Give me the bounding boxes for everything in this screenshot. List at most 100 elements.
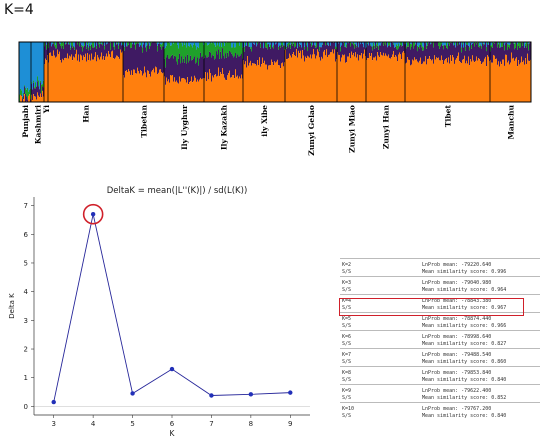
structure-segment	[340, 42, 342, 47]
structure-segment	[520, 47, 522, 63]
structure-segment	[321, 42, 323, 48]
structure-segment	[504, 42, 506, 46]
structure-segment	[267, 49, 269, 70]
similarity-score: Mean similarity score: 0.966	[422, 323, 507, 329]
structure-segment	[518, 42, 520, 46]
structure-segment	[449, 45, 451, 64]
structure-segment	[58, 54, 60, 102]
structure-segment	[48, 42, 50, 48]
structure-segment	[348, 43, 350, 57]
structure-segment	[508, 60, 510, 102]
structure-segment	[336, 42, 338, 48]
structure-segment	[246, 67, 248, 102]
structure-segment	[297, 48, 299, 58]
structure-segment	[43, 42, 45, 81]
population-label: Manchu	[507, 105, 516, 140]
structure-segment	[438, 45, 440, 58]
structure-segment	[423, 50, 425, 62]
structure-segment	[379, 57, 381, 102]
structure-segment	[489, 42, 491, 62]
y-axis-label: Delta K	[8, 293, 16, 319]
structure-segment	[30, 88, 32, 100]
structure-segment	[73, 46, 75, 57]
structure-segment	[304, 61, 306, 102]
structure-segment	[44, 64, 46, 102]
structure-segment	[91, 53, 93, 102]
structure-segment	[300, 44, 302, 51]
structure-segment	[448, 43, 450, 58]
population-label: Ily Uyghur	[180, 104, 189, 150]
structure-segment	[51, 46, 53, 56]
structure-segment	[26, 42, 28, 90]
structure-segment	[375, 42, 377, 57]
k-label: K=7	[342, 352, 352, 358]
structure-segment	[501, 42, 503, 47]
structure-segment	[474, 42, 476, 47]
structure-segment	[518, 45, 520, 61]
structure-segment	[425, 43, 427, 57]
structure-segment	[122, 42, 124, 45]
structure-segment	[192, 47, 194, 60]
structure-segment	[130, 48, 132, 75]
structure-segment	[283, 66, 285, 102]
structure-segment	[136, 73, 138, 102]
structure-segment	[443, 49, 445, 65]
population-label: ily Xibe	[260, 105, 269, 137]
structure-segment	[338, 42, 340, 44]
structure-segment	[468, 42, 470, 46]
structure-segment	[99, 42, 101, 44]
structure-segment	[473, 60, 475, 102]
structure-segment	[198, 65, 200, 82]
structure-segment	[420, 42, 422, 45]
structure-segment	[453, 57, 455, 102]
structure-segment	[492, 47, 494, 63]
structure-segment	[240, 42, 242, 56]
structure-segment	[29, 94, 31, 102]
structure-segment	[190, 42, 192, 44]
structure-segment	[232, 47, 234, 56]
population-label: Ily Kazakh	[220, 105, 229, 151]
structure-segment	[129, 42, 131, 72]
structure-segment	[186, 47, 188, 64]
structure-segment	[141, 42, 143, 47]
structure-segment	[189, 82, 191, 102]
structure-segment	[336, 49, 338, 59]
structure-segment	[480, 44, 482, 46]
structure-segment	[326, 42, 328, 50]
lnprob-mean: LnProb mean: -78874.440	[422, 316, 492, 322]
structure-segment	[513, 57, 515, 102]
structure-segment	[498, 44, 500, 62]
structure-segment	[355, 42, 357, 45]
k-summary-row: K=5 LnProb mean: -78874.440 S/S Mean simila…	[340, 312, 540, 330]
ss-label: S/S	[342, 377, 352, 383]
structure-segment	[494, 43, 496, 56]
structure-segment	[144, 42, 146, 67]
structure-segment	[227, 42, 229, 53]
structure-segment	[278, 65, 280, 102]
structure-segment	[138, 42, 140, 44]
structure-segment	[229, 50, 231, 71]
structure-segment	[83, 55, 85, 102]
structure-segment	[29, 89, 31, 95]
structure-segment	[184, 42, 186, 45]
structure-segment	[38, 86, 40, 96]
structure-segment	[89, 43, 91, 46]
structure-segment	[64, 58, 66, 102]
structure-segment	[367, 58, 369, 102]
structure-segment	[414, 45, 416, 58]
structure-segment	[30, 42, 32, 89]
structure-segment	[390, 42, 392, 47]
structure-segment	[143, 42, 145, 45]
structure-segment	[370, 56, 372, 102]
structure-segment	[170, 57, 172, 76]
structure-segment	[447, 45, 449, 50]
structure-segment	[205, 55, 207, 73]
structure-segment	[50, 52, 52, 102]
structure-segment	[106, 53, 108, 102]
structure-segment	[280, 68, 282, 102]
x-tick-label: 4	[91, 420, 96, 428]
structure-segment	[228, 73, 230, 102]
structure-segment	[137, 43, 139, 68]
structure-segment	[444, 42, 446, 46]
structure-segment	[300, 42, 302, 45]
